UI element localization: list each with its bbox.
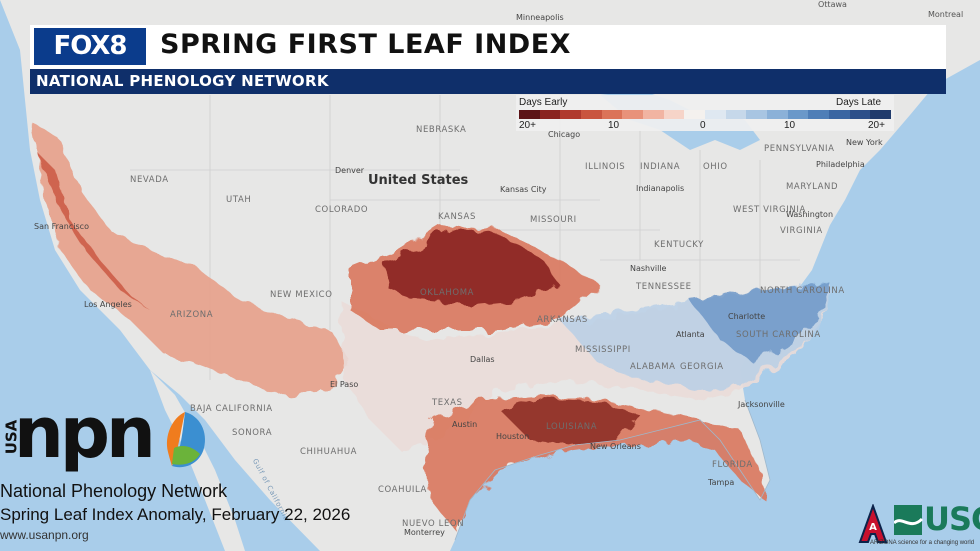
legend-swatch [684, 110, 706, 119]
npn-logo-word: npn [14, 392, 156, 474]
state-label: KANSAS [438, 212, 476, 222]
state-label: VIRGINIA [780, 226, 823, 236]
state-label: UTAH [226, 195, 252, 205]
legend-swatch [519, 110, 540, 119]
country-label: United States [368, 173, 469, 188]
legend-swatch [539, 110, 561, 119]
university-of-arizona-logo: A [858, 504, 888, 543]
city-label: Austin [452, 420, 478, 429]
legend-tick: 20+ [519, 120, 536, 131]
mexico-state-label: CHIHUAHUA [300, 447, 358, 457]
state-label: NEW MEXICO [270, 290, 333, 300]
city-label: Ottawa [818, 0, 847, 9]
npn-url: www.usanpn.org [0, 528, 89, 542]
legend-tick: 10 [784, 120, 796, 131]
state-label: NEBRASKA [416, 125, 467, 135]
legend-swatch [705, 110, 726, 119]
legend-swatch [849, 110, 871, 119]
city-label: San Francisco [34, 222, 89, 231]
anomaly-field [30, 120, 832, 530]
state-label: TEXAS [432, 398, 463, 408]
state-label: SOUTH CAROLINA [736, 330, 821, 340]
npn-leaf-icon [166, 412, 206, 468]
state-label: INDIANA [640, 162, 681, 172]
page-subtitle: NATIONAL PHENOLOGY NETWORK [36, 72, 329, 90]
state-label: OHIO [703, 162, 728, 172]
legend-swatch [746, 110, 768, 119]
legend-tick: 20+ [868, 120, 885, 131]
legend-tick: 0 [700, 120, 706, 131]
state-label: MARYLAND [786, 182, 839, 192]
city-label: Minneapolis [516, 13, 564, 22]
legend-swatch [601, 110, 623, 119]
state-label: LOUISIANA [546, 422, 598, 432]
city-label: Monterrey [404, 528, 445, 537]
subtitle-bar [30, 69, 946, 94]
city-label: Denver [335, 166, 365, 175]
baja-peninsula [150, 370, 245, 551]
state-label: ARIZONA [170, 310, 214, 320]
logo-tagline: ARIZONA science for a changing world [870, 540, 975, 546]
city-label: Charlotte [728, 312, 766, 321]
usgs-wave-icon [894, 505, 924, 535]
state-label: COLORADO [315, 205, 369, 215]
fox8-logo: FOX8 [34, 28, 146, 65]
city-label: Washington [786, 210, 834, 219]
state-label: MISSOURI [530, 215, 577, 225]
mexico-state-label: COAHUILA [378, 485, 427, 495]
page-title: SPRING FIRST LEAF INDEX [160, 29, 571, 60]
state-label: NORTH CAROLINA [760, 286, 845, 296]
index-date-caption: Spring Leaf Index Anomaly, February 22, … [0, 505, 351, 524]
city-label: Atlanta [676, 330, 705, 339]
city-label: El Paso [330, 380, 359, 389]
state-label: ILLINOIS [585, 162, 626, 172]
state-label: NEVADA [130, 175, 169, 185]
legend-label-late: Days Late [836, 97, 882, 108]
legend-swatch [560, 110, 582, 119]
mexico-state-label: BAJA CALIFORNIA [190, 404, 273, 414]
legend-swatch [870, 110, 892, 119]
ua-letter: A [869, 522, 877, 533]
city-label: Los Angeles [84, 300, 132, 309]
legend-swatch [787, 110, 809, 119]
title-banner [30, 25, 946, 69]
usgs-logo-text: USGS [924, 500, 980, 538]
mexico-state-label: SONORA [232, 428, 273, 438]
legend-swatch [581, 110, 602, 119]
legend-swatch [643, 110, 664, 119]
state-label: GEORGIA [680, 362, 724, 372]
city-label: New Orleans [590, 442, 641, 451]
legend-swatch [663, 110, 685, 119]
legend-swatch [808, 110, 830, 119]
mexico-state-label: NUEVO LEON [402, 519, 465, 529]
state-label: TENNESSEE [636, 282, 692, 292]
city-label: Kansas City [500, 185, 547, 194]
city-label: Chicago [548, 130, 581, 139]
city-label: Indianapolis [636, 184, 685, 193]
state-label: ALABAMA [630, 362, 676, 372]
npn-fullname: National Phenology Network [0, 481, 228, 501]
legend-swatch [767, 110, 788, 119]
city-label: Nashville [630, 264, 667, 273]
legend-label-early: Days Early [519, 97, 568, 108]
city-label: Houston [496, 432, 530, 441]
state-label: MISSISSIPPI [575, 345, 631, 355]
state-label: WEST VIRGINIA [733, 205, 806, 215]
state-label: PENNSYLVANIA [764, 144, 835, 154]
state-label: FLORIDA [712, 460, 753, 470]
legend-color-bar [519, 110, 892, 119]
state-label: ARKANSAS [537, 315, 588, 325]
legend-swatch [725, 110, 747, 119]
city-label: New York [846, 138, 883, 147]
city-label: Philadelphia [816, 160, 865, 169]
legend-swatch [622, 110, 644, 119]
state-label: OKLAHOMA [420, 288, 475, 298]
state-label: KENTUCKY [654, 240, 704, 250]
legend-swatch [829, 110, 850, 119]
legend-tick: 10 [608, 120, 620, 131]
city-label: Montreal [928, 10, 964, 19]
city-label: Jacksonville [738, 400, 785, 409]
city-label: Tampa [708, 478, 735, 487]
city-label: Dallas [470, 355, 495, 364]
